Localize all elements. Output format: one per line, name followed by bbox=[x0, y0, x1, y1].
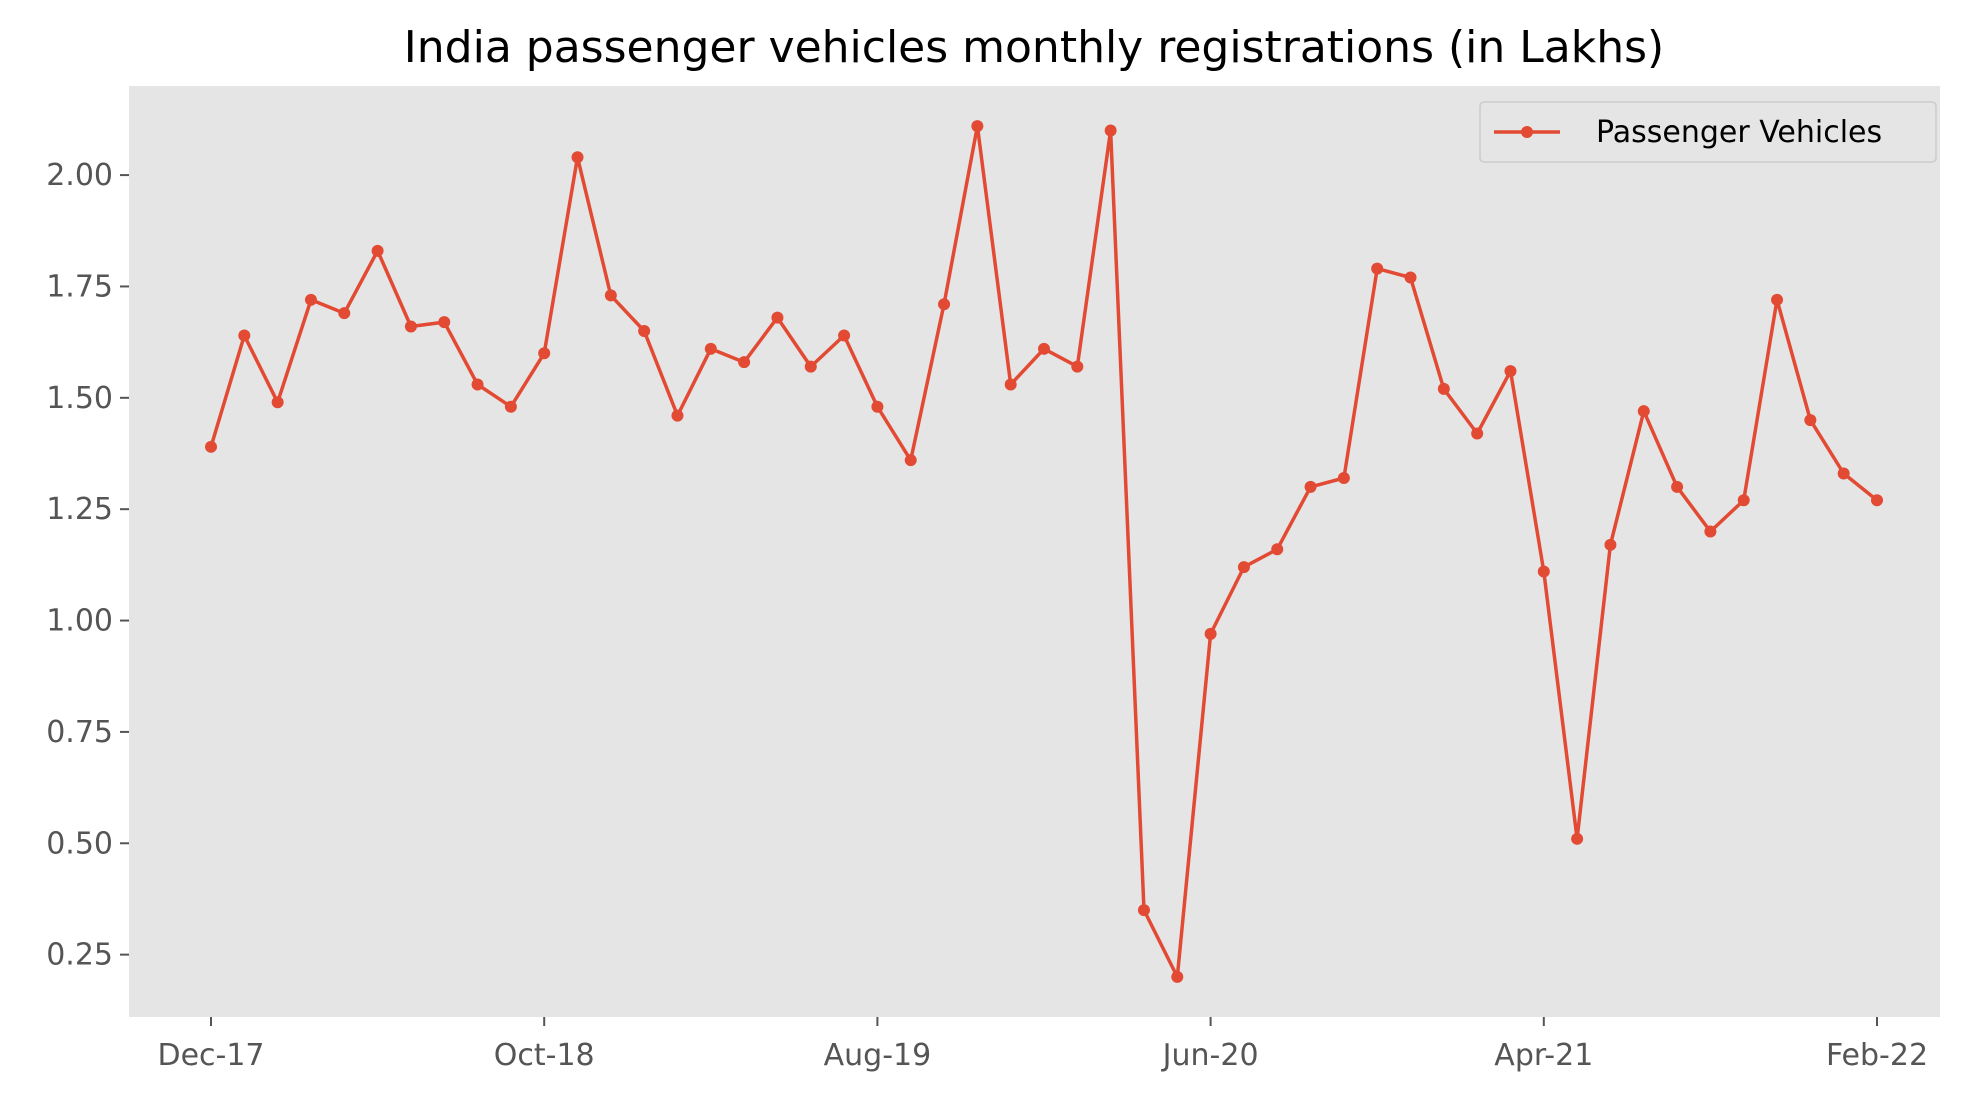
data-point bbox=[1871, 494, 1883, 507]
data-point bbox=[1271, 543, 1284, 556]
data-point bbox=[638, 325, 651, 337]
data-point bbox=[1437, 382, 1450, 395]
data-point bbox=[1837, 467, 1850, 480]
data-point bbox=[1404, 271, 1417, 284]
data-point bbox=[1137, 904, 1150, 917]
x-tick-label: Apr-21 bbox=[1494, 1038, 1593, 1073]
data-point bbox=[1671, 480, 1684, 493]
data-point bbox=[1604, 538, 1617, 551]
data-point bbox=[1571, 832, 1584, 845]
data-point bbox=[904, 454, 917, 467]
data-point bbox=[804, 360, 817, 373]
data-point bbox=[404, 320, 417, 333]
data-point bbox=[1004, 378, 1017, 391]
data-point bbox=[304, 293, 317, 306]
y-tick-label: 0.75 bbox=[46, 715, 113, 750]
y-tick-label: 2.00 bbox=[46, 158, 113, 193]
data-point bbox=[738, 356, 751, 369]
data-point bbox=[1504, 365, 1517, 378]
legend-marker-swatch bbox=[1521, 126, 1533, 138]
x-tick-label: Jun-20 bbox=[1161, 1038, 1259, 1073]
y-axis: 0.25 0.50 0.75 1.00 1.25 1.50 1.75 2.00 bbox=[46, 158, 129, 973]
legend-box bbox=[1479, 101, 1937, 163]
x-tick-label: Aug-19 bbox=[824, 1038, 932, 1073]
data-point bbox=[1771, 293, 1784, 306]
data-point bbox=[604, 289, 617, 302]
y-tick-label: 1.75 bbox=[46, 269, 113, 304]
data-point bbox=[1471, 427, 1484, 440]
data-point bbox=[271, 396, 284, 409]
y-tick-label: 0.25 bbox=[46, 938, 113, 973]
data-point bbox=[1637, 405, 1650, 418]
chart-title: India passenger vehicles monthly registr… bbox=[404, 22, 1664, 73]
data-point bbox=[1038, 342, 1050, 355]
x-axis: Dec-17 Oct-18 Aug-19 Jun-20 Apr-21 Feb-22 bbox=[157, 1017, 1928, 1073]
data-point bbox=[671, 409, 684, 422]
data-point bbox=[1304, 480, 1317, 493]
data-point bbox=[971, 120, 984, 133]
data-point bbox=[871, 400, 884, 413]
y-tick-label: 1.25 bbox=[46, 492, 113, 527]
data-point bbox=[1237, 561, 1250, 574]
data-point bbox=[504, 400, 517, 413]
plot-area bbox=[129, 86, 1940, 1017]
data-point bbox=[1071, 360, 1084, 373]
data-point bbox=[938, 298, 951, 311]
data-point bbox=[1171, 970, 1184, 983]
data-point bbox=[1371, 262, 1384, 275]
x-tick-label: Dec-17 bbox=[157, 1038, 264, 1073]
y-tick-label: 1.00 bbox=[46, 604, 113, 639]
legend-label: Passenger Vehicles bbox=[1596, 115, 1882, 150]
data-point bbox=[1204, 627, 1217, 640]
data-point bbox=[838, 329, 851, 342]
data-point bbox=[471, 378, 484, 391]
data-point bbox=[371, 244, 384, 257]
data-point bbox=[205, 440, 217, 453]
data-point bbox=[704, 342, 717, 355]
data-point bbox=[1337, 472, 1350, 484]
y-tick-label: 0.50 bbox=[46, 826, 113, 861]
data-point bbox=[771, 311, 784, 324]
data-point bbox=[1804, 414, 1817, 427]
x-tick-label: Feb-22 bbox=[1826, 1038, 1928, 1073]
data-point bbox=[338, 307, 351, 320]
data-point bbox=[538, 347, 551, 360]
data-point bbox=[1704, 525, 1717, 538]
data-point bbox=[438, 316, 451, 329]
data-point bbox=[1737, 494, 1750, 507]
data-point bbox=[571, 151, 584, 164]
series-layer bbox=[205, 120, 1883, 983]
data-point bbox=[1104, 124, 1117, 137]
data-point bbox=[238, 329, 251, 342]
data-point bbox=[1537, 565, 1550, 578]
y-tick-label: 1.50 bbox=[46, 381, 113, 416]
legend: Passenger Vehicles bbox=[1479, 101, 1937, 163]
x-tick-label: Oct-18 bbox=[494, 1038, 595, 1073]
